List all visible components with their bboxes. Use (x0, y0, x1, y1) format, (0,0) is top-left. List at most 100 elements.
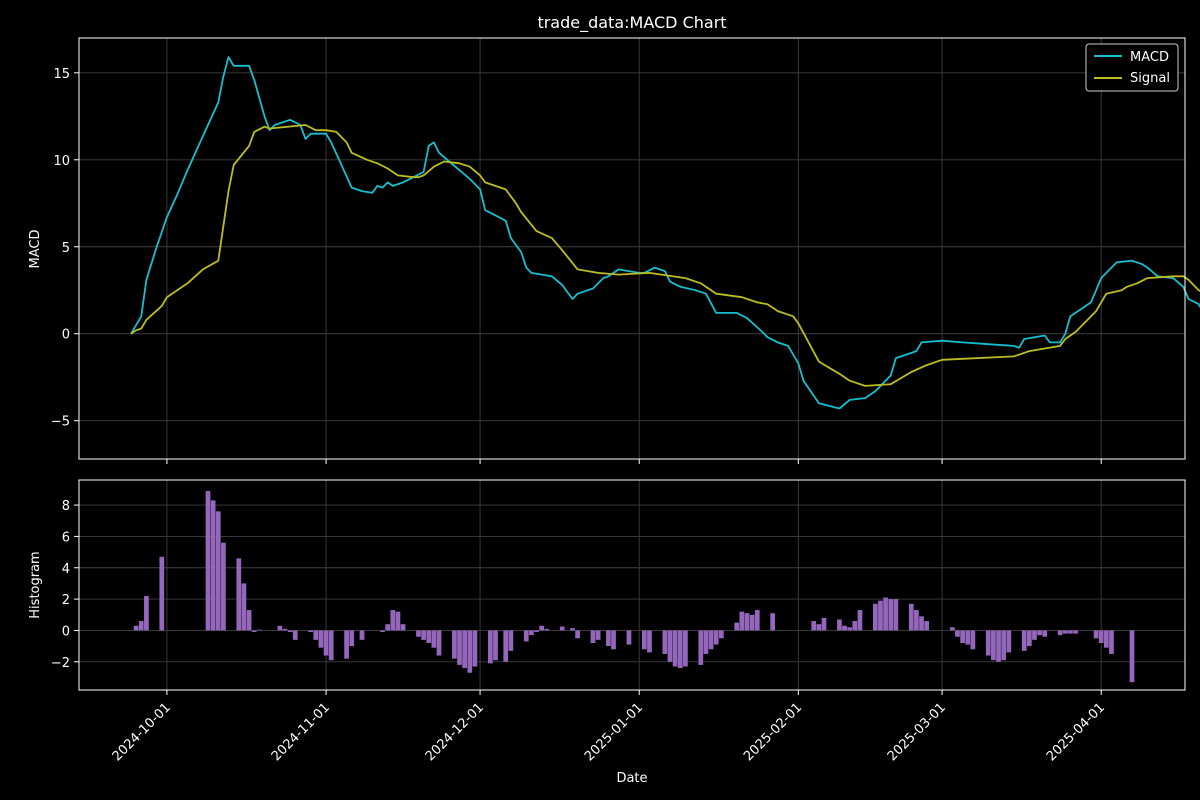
histogram-bar (144, 595, 149, 631)
legend: MACD Signal (1085, 43, 1179, 92)
histogram-bar (847, 627, 853, 631)
histogram-bar (323, 630, 329, 656)
histogram-bar (883, 597, 888, 631)
legend-macd-label: MACD (1130, 50, 1169, 65)
y-tick-label: −5 (51, 415, 70, 430)
histogram-bar (713, 630, 719, 645)
histogram-bar (236, 558, 242, 631)
histogram-bar (210, 500, 216, 631)
y-tick-label: 0 (62, 624, 70, 639)
histogram-bar (221, 542, 226, 631)
histogram-bar (852, 621, 858, 631)
histogram-bar (328, 630, 334, 661)
legend-signal-label: Signal (1130, 71, 1170, 86)
y-tick-label: 6 (62, 530, 70, 545)
y-tick-label: 8 (62, 499, 70, 514)
histogram-bar (626, 630, 632, 645)
histogram-bar (893, 599, 899, 631)
histogram-bar (914, 610, 919, 631)
histogram-bar (908, 603, 914, 631)
histogram-bar (308, 630, 314, 633)
histogram-bar (924, 621, 930, 631)
histogram-bar (256, 629, 262, 631)
histogram-bar (400, 624, 406, 631)
histogram-bar (421, 630, 426, 640)
histogram-bar (529, 630, 534, 636)
histogram-bar (1026, 630, 1032, 647)
histogram-bar (1001, 630, 1007, 661)
histogram-bar (965, 630, 971, 645)
histogram-bar (739, 611, 745, 631)
histogram-bar (985, 630, 991, 656)
histogram-bar (590, 630, 596, 643)
histogram-bar (205, 490, 211, 631)
histogram-bar (1042, 630, 1048, 637)
histogram-bar (672, 630, 678, 667)
macd-line (130, 56, 1200, 410)
y-tick-label: 15 (53, 67, 70, 82)
x-axis-title: Date (616, 771, 647, 786)
histogram-bar (246, 610, 252, 631)
histogram-bar (487, 630, 493, 664)
axes-frame (78, 37, 1186, 460)
histogram-bar (452, 630, 457, 659)
histogram-bar (575, 630, 580, 639)
histogram-bar (1068, 630, 1073, 634)
histogram-bar (960, 630, 965, 643)
chart-title: trade_data:MACD Chart (537, 13, 726, 33)
histogram-bar (138, 621, 144, 631)
histogram-y-axis-title: Histogram (28, 551, 43, 618)
histogram-bar (457, 630, 462, 665)
histogram-bar (277, 625, 283, 631)
histogram-bar (606, 630, 611, 647)
histogram-bar (282, 628, 288, 631)
histogram-bar (821, 617, 827, 631)
histogram-bar (359, 630, 365, 640)
histogram-bar (416, 630, 421, 637)
histogram-bar (431, 630, 437, 648)
histogram-bar (251, 630, 257, 633)
histogram-bar (703, 630, 709, 654)
histogram-bar (991, 630, 996, 661)
histogram-bar (1032, 630, 1037, 640)
histogram-bar (508, 630, 514, 651)
y-tick-label: −2 (51, 656, 70, 671)
histogram-bar (544, 628, 550, 631)
histogram-bar (570, 628, 575, 631)
histogram-bar (595, 630, 601, 640)
histogram-bar (611, 630, 616, 650)
histogram-bar (292, 630, 298, 640)
histogram-bar (349, 630, 355, 647)
macd-y-axis-title: MACD (28, 230, 43, 269)
y-tick-label: 10 (53, 154, 70, 169)
histogram-bar (395, 611, 401, 631)
histogram-bar (523, 630, 529, 642)
histogram-bar (811, 621, 817, 631)
y-tick-label: 5 (62, 241, 70, 256)
histogram-bar (215, 511, 221, 631)
histogram-bar (1073, 630, 1078, 634)
signal-line (130, 124, 1200, 387)
histogram-bar (493, 630, 498, 661)
histogram-bar (133, 625, 139, 631)
histogram-bar (888, 599, 894, 631)
histogram-bar (539, 625, 545, 631)
histogram-bar (1057, 630, 1063, 636)
histogram-bar (677, 630, 683, 669)
histogram-bar (734, 622, 740, 631)
histogram-bar (837, 619, 842, 631)
histogram-bar (318, 630, 324, 648)
histogram-bar (718, 630, 724, 639)
histogram-bar (816, 624, 822, 631)
histogram-bar (919, 616, 924, 631)
histogram-bar (744, 613, 750, 631)
histogram-bar (426, 630, 432, 643)
y-tick-label: 2 (62, 593, 70, 608)
y-tick-label: 0 (62, 328, 70, 343)
histogram-bar (313, 630, 319, 640)
histogram-bar (872, 603, 878, 631)
histogram-bar (503, 630, 509, 662)
histogram-bar (241, 583, 247, 631)
histogram-bar (770, 613, 776, 631)
